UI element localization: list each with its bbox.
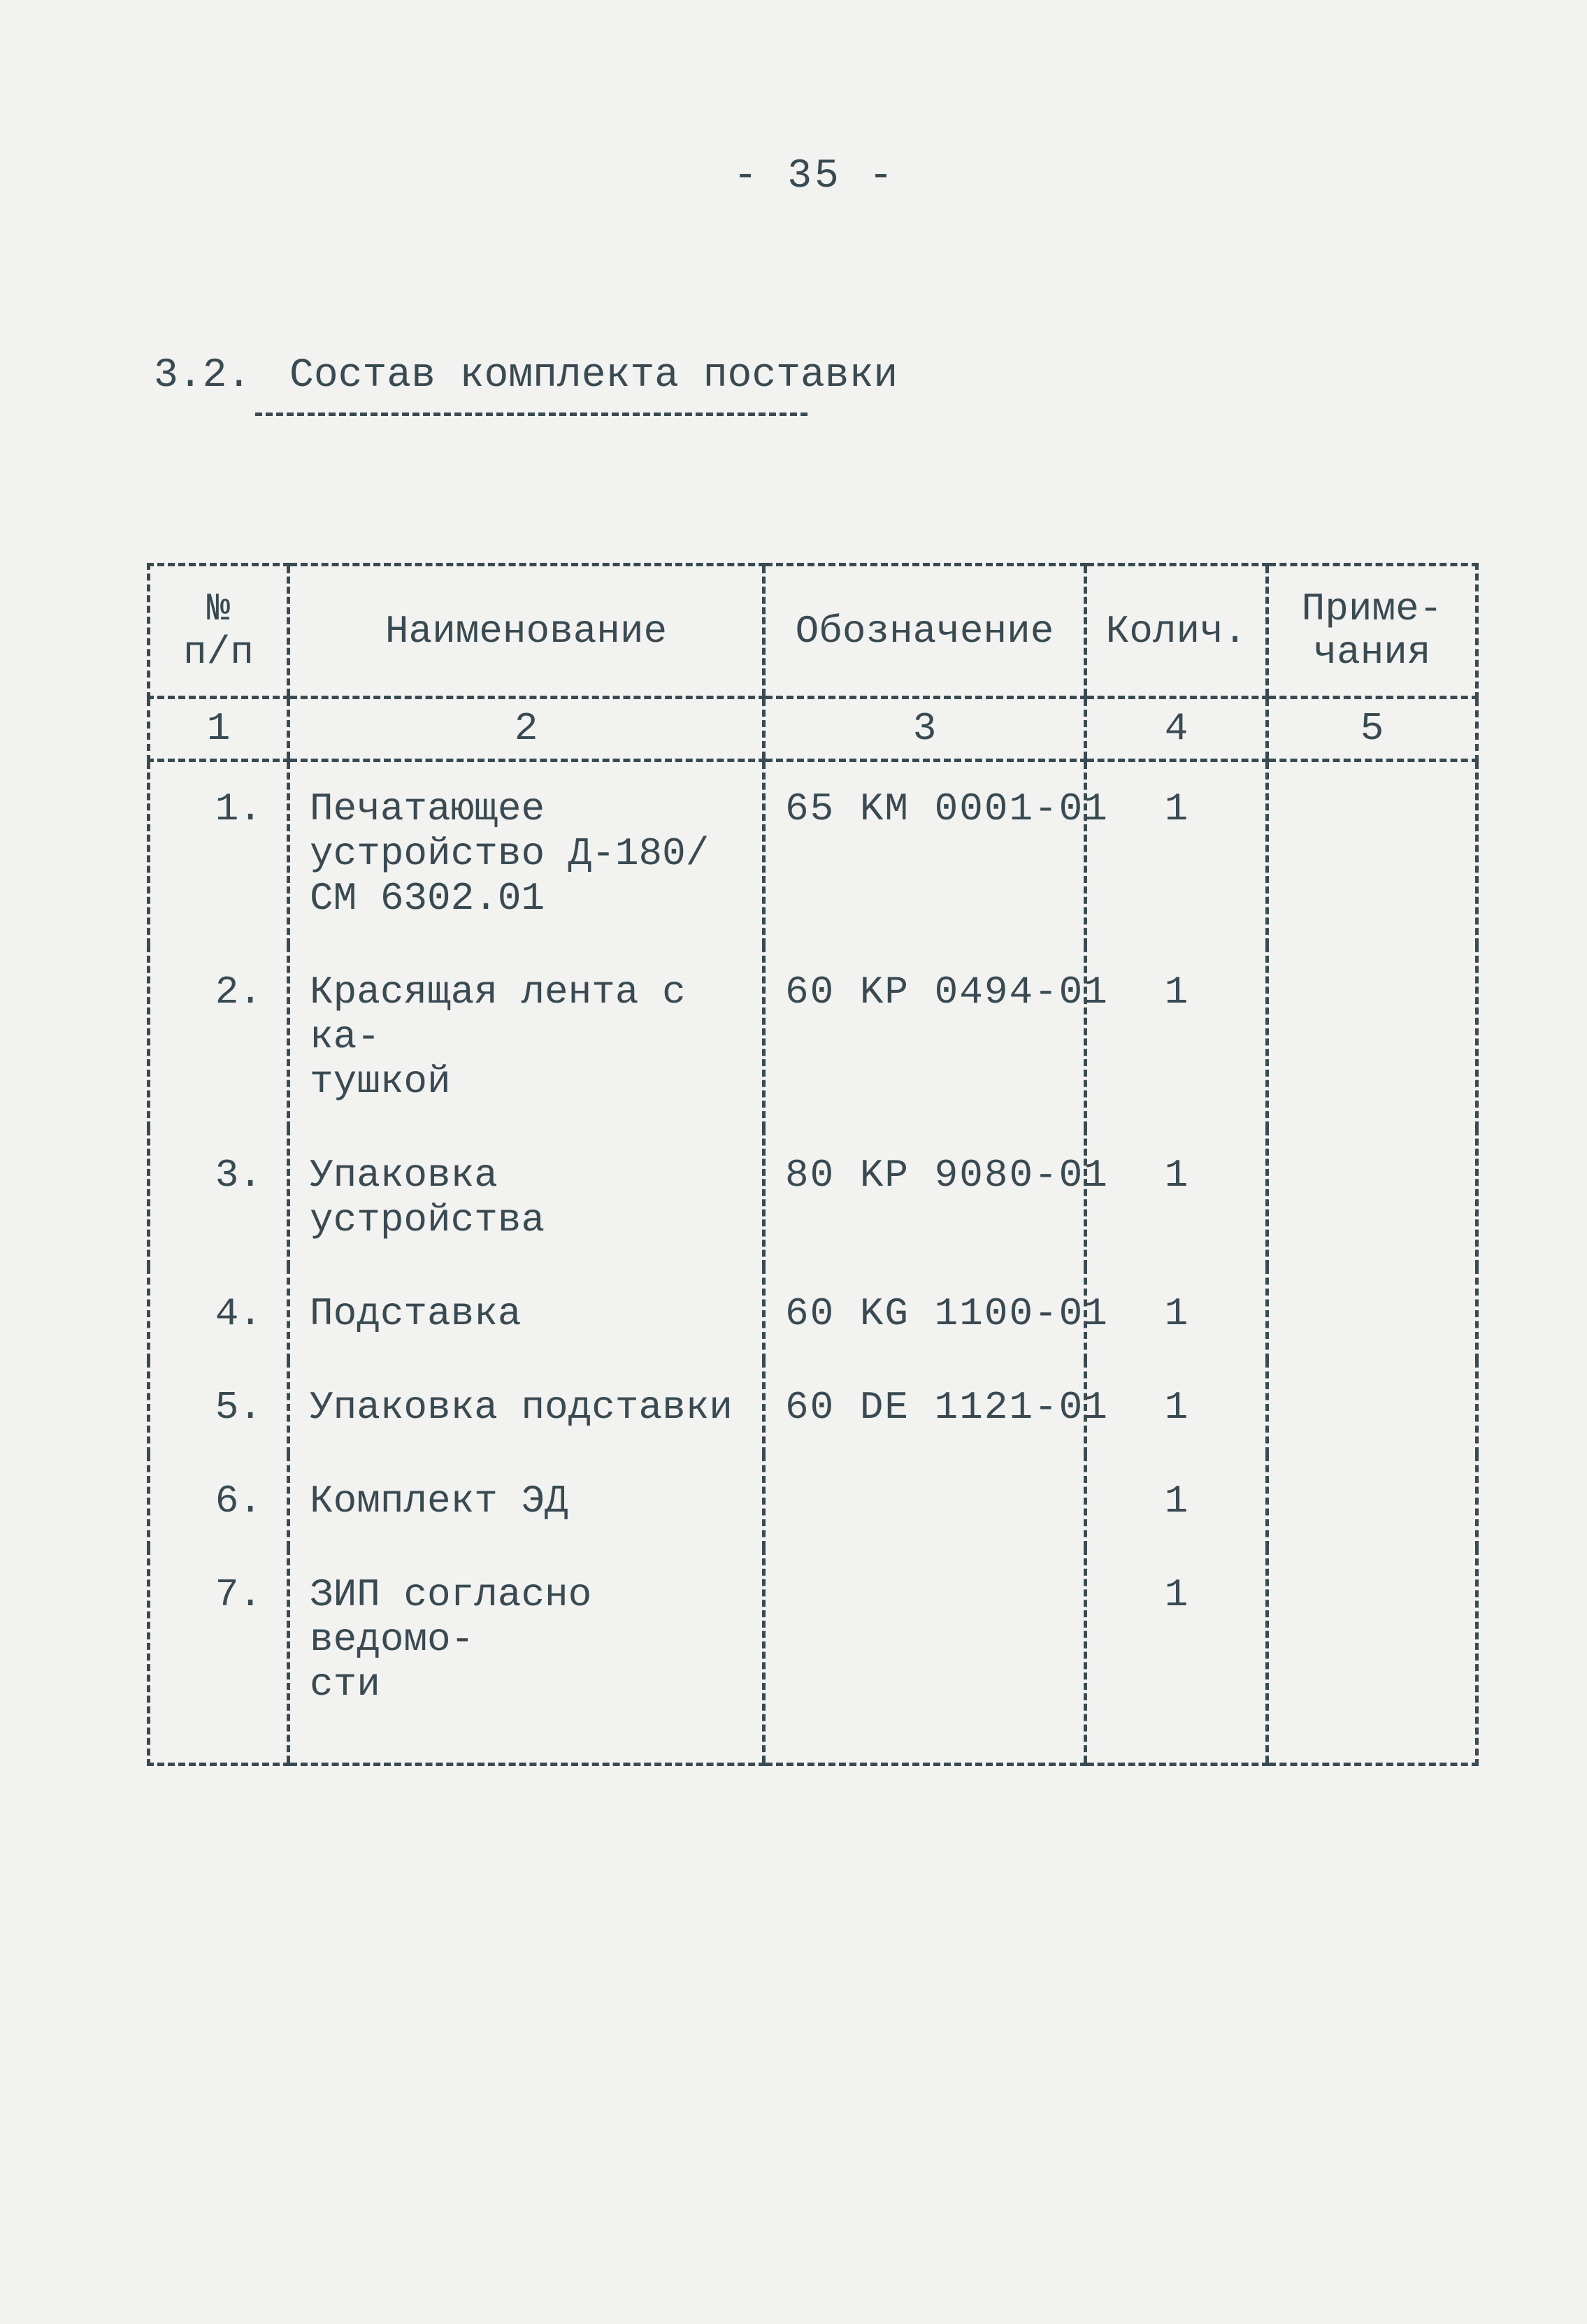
- table-body: 1 2 3 4 5 1.Печатающее устройство Д-180/…: [149, 698, 1477, 1765]
- colnum-1: 1: [149, 698, 289, 761]
- cell-designation: 60 KP 0494-01: [764, 945, 1086, 1128]
- header-designation: Обозначение: [764, 565, 1086, 698]
- cell-notes: [1268, 1548, 1477, 1765]
- colnum-3: 3: [764, 698, 1086, 761]
- cell-number: 7.: [149, 1548, 289, 1765]
- cell-notes: [1268, 945, 1477, 1128]
- header-name: Наименование: [289, 565, 764, 698]
- table-row: 4.Подставка60 KG 1100-011: [149, 1267, 1477, 1361]
- cell-designation: 60 DE 1121-01: [764, 1361, 1086, 1454]
- section-heading: 3.2. Состав комплекта поставки: [154, 353, 1482, 399]
- header-quantity: Колич.: [1086, 565, 1268, 698]
- cell-quantity: 1: [1086, 945, 1268, 1128]
- colnum-4: 4: [1086, 698, 1268, 761]
- cell-designation: 65 KM 0001-01: [764, 761, 1086, 946]
- table-row: 7.ЗИП согласно ведомо-сти 1: [149, 1548, 1477, 1765]
- cell-notes: [1268, 1361, 1477, 1454]
- section-title: Состав комплекта поставки: [289, 353, 898, 399]
- cell-designation: 80 KP 9080-01: [764, 1128, 1086, 1267]
- cell-name: Красящая лента с ка-тушкой: [289, 945, 764, 1128]
- section-number: 3.2.: [154, 353, 251, 399]
- cell-number: 6.: [149, 1454, 289, 1548]
- header-notes: Приме-чания: [1268, 565, 1477, 698]
- table-row: 1.Печатающее устройство Д-180/СМ 6302.01…: [149, 761, 1477, 946]
- cell-quantity: 1: [1086, 1361, 1268, 1454]
- cell-notes: [1268, 1267, 1477, 1361]
- cell-quantity: 1: [1086, 1267, 1268, 1361]
- cell-number: 2.: [149, 945, 289, 1128]
- cell-name: Упаковка устройства: [289, 1128, 764, 1267]
- document-page: - 35 - 3.2. Состав комплекта поставки №п…: [0, 0, 1587, 2324]
- cell-notes: [1268, 761, 1477, 946]
- header-number: №п/п: [149, 565, 289, 698]
- table-header-row: №п/п Наименование Обозначение Колич. При…: [149, 565, 1477, 698]
- cell-designation: 60 KG 1100-01: [764, 1267, 1086, 1361]
- cell-number: 1.: [149, 761, 289, 946]
- cell-notes: [1268, 1128, 1477, 1267]
- cell-name: Подставка: [289, 1267, 764, 1361]
- cell-notes: [1268, 1454, 1477, 1548]
- section-underline: [255, 413, 807, 416]
- table-row: 2.Красящая лента с ка-тушкой60 KP 0494-0…: [149, 945, 1477, 1128]
- cell-quantity: 1: [1086, 1548, 1268, 1765]
- cell-quantity: 1: [1086, 761, 1268, 946]
- cell-name: Печатающее устройство Д-180/СМ 6302.01: [289, 761, 764, 946]
- cell-name: ЗИП согласно ведомо-сти: [289, 1548, 764, 1765]
- cell-quantity: 1: [1086, 1128, 1268, 1267]
- cell-designation: [764, 1454, 1086, 1548]
- table-row: 3.Упаковка устройства80 KP 9080-011: [149, 1128, 1477, 1267]
- cell-number: 5.: [149, 1361, 289, 1454]
- colnum-2: 2: [289, 698, 764, 761]
- table-column-number-row: 1 2 3 4 5: [149, 698, 1477, 761]
- cell-name: Комплект ЭД: [289, 1454, 764, 1548]
- table-row: 5.Упаковка подставки60 DE 1121-011: [149, 1361, 1477, 1454]
- cell-quantity: 1: [1086, 1454, 1268, 1548]
- composition-table: №п/п Наименование Обозначение Колич. При…: [147, 563, 1479, 1766]
- cell-number: 3.: [149, 1128, 289, 1267]
- cell-designation: [764, 1548, 1086, 1765]
- table-row: 6.Комплект ЭД 1: [149, 1454, 1477, 1548]
- cell-number: 4.: [149, 1267, 289, 1361]
- colnum-5: 5: [1268, 698, 1477, 761]
- page-number: - 35 -: [147, 154, 1482, 199]
- cell-name: Упаковка подставки: [289, 1361, 764, 1454]
